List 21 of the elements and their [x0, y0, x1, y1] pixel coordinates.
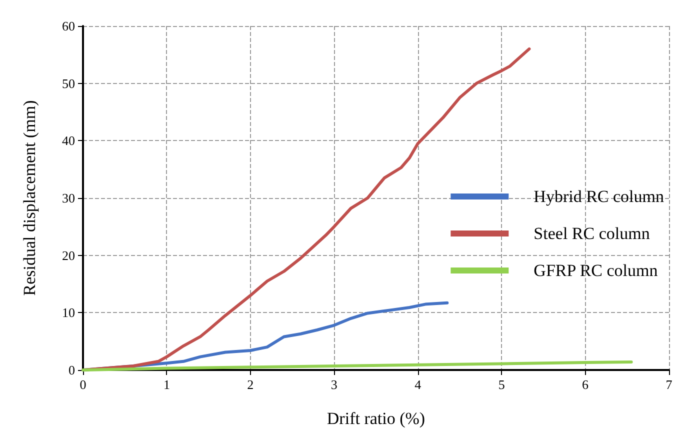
legend-label: GFRP RC column: [534, 261, 658, 280]
y-axis-title: Residual displacement (mm): [20, 100, 39, 296]
y-tick-label: 50: [62, 76, 75, 91]
x-tick-label: 2: [247, 377, 254, 392]
y-tick-label: 10: [62, 305, 75, 320]
x-tick-label: 6: [582, 377, 590, 392]
x-tick-label: 0: [80, 377, 86, 392]
y-tick-label: 20: [62, 248, 75, 263]
y-tick-label: 40: [62, 133, 75, 148]
y-tick-label: 30: [62, 190, 75, 206]
y-tick-label: 60: [62, 18, 75, 34]
x-tick-label: 4: [414, 377, 422, 392]
x-axis-title: Drift ratio (%): [326, 409, 426, 428]
y-tick-label: 0: [68, 362, 75, 378]
x-tick-label: 5: [498, 377, 505, 392]
legend-label: Hybrid RC column: [534, 187, 664, 206]
x-tick-label: 3: [330, 377, 338, 392]
x-tick-label: 1: [163, 377, 170, 392]
x-tick-label: 7: [666, 377, 673, 392]
legend-label: Steel RC column: [534, 224, 650, 243]
line-series: [82, 360, 633, 372]
